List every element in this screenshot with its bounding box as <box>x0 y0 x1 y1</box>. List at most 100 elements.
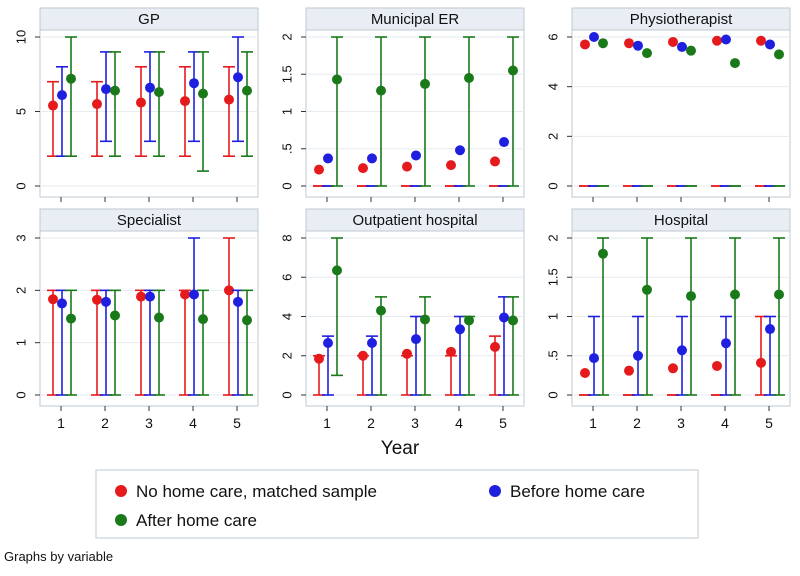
point-municipal-er-after-home-care <box>420 78 430 89</box>
point-outpatient-hospital-no-home-care-matched-sample <box>358 350 368 361</box>
point-specialist-before-home-care <box>145 291 155 302</box>
point-municipal-er-after-home-care <box>464 72 474 83</box>
legend-label-before-home-care: Before home care <box>510 482 645 501</box>
point-hospital-after-home-care <box>774 289 784 300</box>
y-tick-label-gp: 10 <box>13 30 28 44</box>
y-tick-label-specialist: 1 <box>13 339 28 346</box>
plot-area-municipal-er <box>305 29 525 198</box>
x-tick-label-outpatient-hospital: 2 <box>367 415 375 431</box>
point-gp-before-home-care <box>189 78 199 89</box>
plot-area-hospital <box>571 230 791 407</box>
x-tick-label-outpatient-hospital: 5 <box>499 415 507 431</box>
x-tick-label-hospital: 3 <box>677 415 685 431</box>
point-physiotherapist-no-home-care-matched-sample <box>756 35 766 46</box>
point-gp-after-home-care <box>154 87 164 98</box>
y-tick-label-outpatient-hospital: 8 <box>279 234 294 241</box>
point-hospital-no-home-care-matched-sample <box>756 357 766 368</box>
y-tick-label-physiotherapist: 2 <box>545 133 560 140</box>
y-tick-label-municipal-er: .5 <box>279 143 294 154</box>
point-gp-after-home-care <box>198 88 208 99</box>
point-outpatient-hospital-after-home-care <box>464 315 474 326</box>
point-hospital-no-home-care-matched-sample <box>624 365 634 376</box>
point-outpatient-hospital-before-home-care <box>455 324 465 335</box>
legend: No home care, matched sample Before home … <box>95 469 699 539</box>
point-physiotherapist-after-home-care <box>774 49 784 60</box>
point-physiotherapist-no-home-care-matched-sample <box>668 36 678 47</box>
y-tick-label-physiotherapist: 4 <box>545 83 560 90</box>
point-outpatient-hospital-after-home-care <box>508 315 518 326</box>
panel-title-physiotherapist: Physiotherapist <box>630 11 733 28</box>
point-physiotherapist-after-home-care <box>642 48 652 59</box>
point-municipal-er-before-home-care <box>455 145 465 156</box>
point-physiotherapist-before-home-care <box>633 40 643 51</box>
y-tick-label-outpatient-hospital: 4 <box>279 313 294 320</box>
y-tick-label-specialist: 2 <box>13 287 28 294</box>
point-hospital-no-home-care-matched-sample <box>580 368 590 379</box>
point-hospital-no-home-care-matched-sample <box>668 363 678 374</box>
point-outpatient-hospital-no-home-care-matched-sample <box>402 348 412 359</box>
legend-label-after-home-care: After home care <box>136 511 257 530</box>
x-tick-label-outpatient-hospital: 4 <box>455 415 463 431</box>
point-gp-before-home-care <box>101 84 111 95</box>
plot-area-outpatient-hospital <box>305 230 525 407</box>
chart-note: Graphs by variable <box>4 549 113 564</box>
point-specialist-no-home-care-matched-sample <box>224 285 234 296</box>
point-hospital-before-home-care <box>633 350 643 361</box>
point-gp-no-home-care-matched-sample <box>136 97 146 108</box>
point-physiotherapist-after-home-care <box>598 38 608 49</box>
panel-gp: GP 0 5 10 <box>13 7 259 202</box>
point-municipal-er-no-home-care-matched-sample <box>358 163 368 174</box>
point-specialist-after-home-care <box>242 315 252 326</box>
point-outpatient-hospital-before-home-care <box>367 337 377 348</box>
point-physiotherapist-no-home-care-matched-sample <box>712 35 722 46</box>
x-tick-label-outpatient-hospital: 3 <box>411 415 419 431</box>
panel-municipal-er: Municipal ER 0 .5 1 1.5 2 <box>279 7 525 202</box>
point-gp-before-home-care <box>145 82 155 93</box>
plot-area-physiotherapist <box>571 29 791 198</box>
x-axis-title: Year <box>381 438 420 459</box>
x-tick-label-specialist: 5 <box>233 415 241 431</box>
x-tick-label-specialist: 2 <box>101 415 109 431</box>
y-tick-label-outpatient-hospital: 2 <box>279 352 294 359</box>
point-gp-no-home-care-matched-sample <box>180 96 190 107</box>
legend-marker-before-home-care <box>489 485 501 497</box>
panel-title-gp: GP <box>138 11 160 28</box>
point-gp-after-home-care <box>66 73 76 84</box>
point-hospital-after-home-care <box>686 291 696 302</box>
point-specialist-before-home-care <box>101 296 111 307</box>
point-specialist-no-home-care-matched-sample <box>48 294 58 305</box>
point-hospital-before-home-care <box>765 324 775 335</box>
panel-outpatient-hospital: Outpatient hospital 0 2 4 6 8 1 2 3 4 5 <box>279 208 525 431</box>
point-hospital-after-home-care <box>598 248 608 259</box>
point-physiotherapist-no-home-care-matched-sample <box>624 38 634 49</box>
legend-marker-no-home-care-matched-sample <box>115 485 127 497</box>
point-outpatient-hospital-no-home-care-matched-sample <box>314 353 324 364</box>
y-tick-label-physiotherapist: 0 <box>545 182 560 189</box>
point-hospital-before-home-care <box>677 345 687 356</box>
point-gp-no-home-care-matched-sample <box>48 100 58 111</box>
point-outpatient-hospital-before-home-care <box>411 334 421 345</box>
plot-area-gp <box>39 29 259 198</box>
panel-physiotherapist: Physiotherapist 0 2 4 6 <box>545 7 791 202</box>
y-tick-label-hospital: 1.5 <box>545 268 560 286</box>
point-municipal-er-after-home-care <box>508 65 518 76</box>
point-hospital-before-home-care <box>721 338 731 349</box>
y-tick-label-specialist: 3 <box>13 234 28 241</box>
legend-label-no-home-care-matched-sample: No home care, matched sample <box>136 482 377 501</box>
point-gp-before-home-care <box>233 72 243 83</box>
point-specialist-after-home-care <box>154 312 164 323</box>
point-physiotherapist-before-home-care <box>589 32 599 42</box>
y-tick-label-hospital: 1 <box>545 313 560 320</box>
point-specialist-after-home-care <box>66 313 76 324</box>
x-tick-label-hospital: 2 <box>633 415 641 431</box>
y-tick-label-hospital: .5 <box>545 350 560 361</box>
panel-specialist: Specialist 0 1 2 3 1 2 3 4 5 <box>13 208 259 431</box>
point-physiotherapist-no-home-care-matched-sample <box>580 39 590 50</box>
point-physiotherapist-before-home-care <box>765 39 775 50</box>
y-tick-label-outpatient-hospital: 0 <box>279 391 294 398</box>
point-specialist-before-home-care <box>189 289 199 300</box>
point-outpatient-hospital-no-home-care-matched-sample <box>490 341 500 352</box>
point-municipal-er-no-home-care-matched-sample <box>490 156 500 167</box>
point-gp-after-home-care <box>242 85 252 96</box>
